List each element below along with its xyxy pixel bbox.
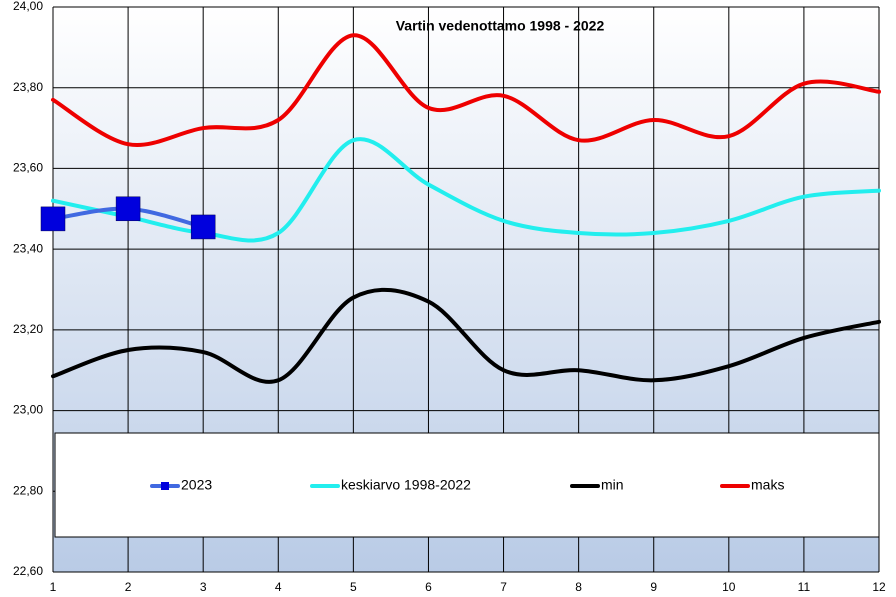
y-tick-label: 23,40 bbox=[13, 241, 43, 255]
x-tick-label: 9 bbox=[650, 580, 657, 594]
y-tick-label: 23,60 bbox=[13, 161, 43, 175]
y-tick-label: 23,80 bbox=[13, 80, 43, 94]
legend-label: maks bbox=[751, 477, 784, 493]
y-tick-label: 22,60 bbox=[13, 564, 43, 578]
series-line bbox=[51, 33, 881, 148]
x-tick-label: 3 bbox=[200, 580, 207, 594]
x-tick-label: 11 bbox=[798, 580, 811, 594]
legend-marker bbox=[161, 482, 169, 490]
legend-label: 2023 bbox=[181, 477, 212, 493]
series-line bbox=[51, 287, 881, 384]
y-tick-label: 22,80 bbox=[13, 483, 43, 497]
x-tick-label: 12 bbox=[872, 580, 886, 594]
y-tick-label: 24,00 bbox=[13, 0, 43, 13]
x-tick-label: 8 bbox=[575, 580, 582, 594]
x-tick-label: 2 bbox=[125, 580, 132, 594]
x-tick-label: 10 bbox=[722, 580, 736, 594]
chart-title: Vartin vedenottamo 1998 - 2022 bbox=[396, 18, 605, 34]
legend-label: min bbox=[601, 477, 624, 493]
legend-label: keskiarvo 1998-2022 bbox=[341, 477, 471, 493]
x-tick-label: 6 bbox=[425, 580, 432, 594]
y-tick-label: 23,00 bbox=[13, 403, 43, 417]
x-tick-label: 5 bbox=[350, 580, 357, 594]
x-tick-label: 7 bbox=[500, 580, 507, 594]
marker bbox=[115, 196, 141, 222]
y-tick-label: 23,20 bbox=[13, 322, 43, 336]
x-tick-label: 1 bbox=[50, 580, 57, 594]
marker bbox=[190, 214, 216, 240]
x-tick-label: 4 bbox=[275, 580, 282, 594]
marker bbox=[40, 206, 66, 232]
